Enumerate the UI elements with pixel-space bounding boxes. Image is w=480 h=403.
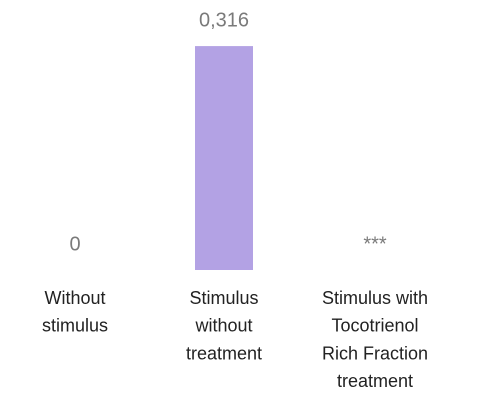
bar [195,46,253,270]
x-tick-label: Stimulus without treatment [186,288,262,363]
value-label: *** [363,233,387,255]
x-tick-label: Without stimulus [42,288,108,336]
value-label: 0,316 [199,9,249,31]
x-tick-label: Stimulus with Tocotrienol Rich Fraction tre… [322,288,428,391]
value-label: 0 [69,233,80,255]
